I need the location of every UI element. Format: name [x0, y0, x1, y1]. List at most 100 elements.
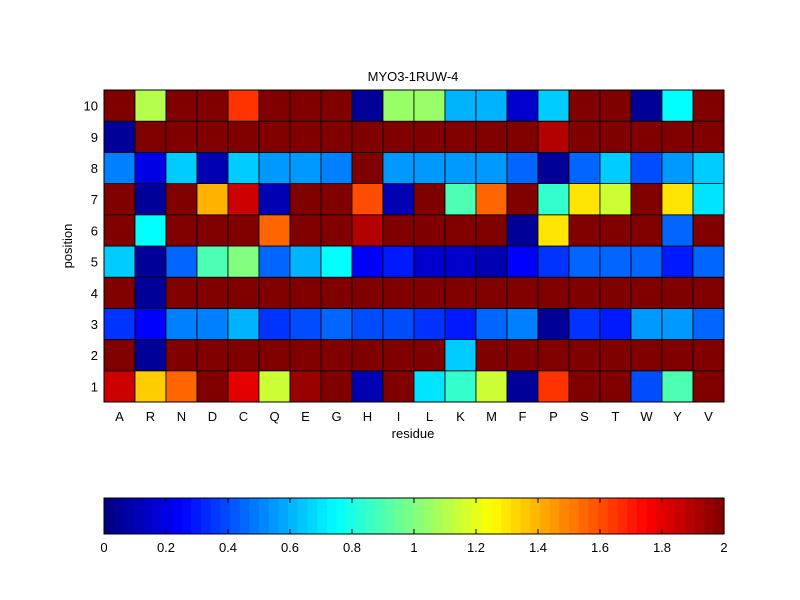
- heatmap-cell: [227, 183, 260, 216]
- x-tick-label: M: [486, 409, 497, 424]
- heatmap-cell: [227, 214, 260, 247]
- heatmap-cell: [351, 214, 384, 247]
- colorbar-strip: [627, 498, 638, 534]
- heatmap-cell: [320, 214, 353, 247]
- x-tick-label: G: [331, 409, 341, 424]
- heatmap-cell: [661, 307, 694, 340]
- colorbar-strip: [317, 498, 328, 534]
- heatmap-cell: [568, 339, 601, 372]
- heatmap-cell: [382, 151, 415, 184]
- heatmap-cell: [413, 370, 446, 403]
- heatmap-cell: [599, 276, 632, 309]
- heatmap-cell: [413, 245, 446, 278]
- heatmap-cell: [103, 276, 136, 309]
- heatmap-cell: [661, 89, 694, 122]
- heatmap-cell: [661, 339, 694, 372]
- colorbar-strip: [191, 498, 202, 534]
- heatmap-cell: [320, 276, 353, 309]
- heatmap-cell: [382, 120, 415, 153]
- heatmap-cell: [227, 339, 260, 372]
- heatmap-cell: [413, 120, 446, 153]
- colorbar-strip: [162, 498, 173, 534]
- heatmap-cell: [258, 307, 291, 340]
- heatmap-cell: [134, 307, 167, 340]
- heatmap-cell: [506, 339, 539, 372]
- heatmap-cell: [196, 120, 229, 153]
- colorbar-gradient: [104, 498, 725, 534]
- heatmap-cell: [413, 151, 446, 184]
- heatmap-cell: [475, 151, 508, 184]
- x-tick-label: K: [456, 409, 465, 424]
- colorbar-tick-label: 1.8: [653, 540, 671, 555]
- heatmap-cell: [320, 307, 353, 340]
- colorbar-strip: [346, 498, 357, 534]
- colorbar-strip: [462, 498, 473, 534]
- heatmap-cell: [227, 151, 260, 184]
- colorbar-strip: [530, 498, 541, 534]
- heatmap-cell: [599, 151, 632, 184]
- heatmap-cell: [413, 183, 446, 216]
- x-tick-label: Q: [269, 409, 279, 424]
- colorbar-strip: [259, 498, 270, 534]
- heatmap-cell: [165, 307, 198, 340]
- heatmap-cells: [103, 89, 725, 403]
- y-tick-label: 1: [91, 379, 98, 394]
- heatmap-cell: [413, 307, 446, 340]
- heatmap-cell: [506, 276, 539, 309]
- heatmap-cell: [165, 120, 198, 153]
- heatmap-cell: [103, 370, 136, 403]
- heatmap-cell: [630, 89, 663, 122]
- heatmap-cell: [661, 370, 694, 403]
- y-tick-label: 2: [91, 348, 98, 363]
- colorbar-strip: [656, 498, 667, 534]
- heatmap-cell: [475, 183, 508, 216]
- heatmap-cell: [289, 276, 322, 309]
- heatmap-cell: [475, 339, 508, 372]
- heatmap-cell: [506, 370, 539, 403]
- colorbar-strip: [452, 498, 464, 534]
- heatmap-cell: [320, 183, 353, 216]
- colorbar-tick-label: 0: [100, 540, 107, 555]
- heatmap-cell: [475, 245, 508, 278]
- heatmap-cell: [413, 214, 446, 247]
- heatmap-cell: [599, 339, 632, 372]
- heatmap-cell: [103, 151, 136, 184]
- heatmap-cell: [537, 183, 570, 216]
- heatmap-cell: [165, 245, 198, 278]
- colorbar-strip: [307, 498, 318, 534]
- heatmap-cell: [537, 89, 570, 122]
- heatmap-cell: [103, 339, 136, 372]
- colorbar-strip: [220, 498, 231, 534]
- heatmap-cell: [661, 214, 694, 247]
- x-tick-label: D: [208, 409, 217, 424]
- heatmap-cell: [103, 307, 136, 340]
- heatmap-cell: [258, 183, 291, 216]
- heatmap-cell: [537, 214, 570, 247]
- colorbar-strip: [685, 498, 696, 534]
- heatmap-cell: [661, 276, 694, 309]
- heatmap-cell: [506, 120, 539, 153]
- heatmap-cell: [444, 151, 477, 184]
- heatmap-cell: [692, 245, 725, 278]
- heatmap-cell: [103, 214, 136, 247]
- y-tick-label: 6: [91, 223, 98, 238]
- x-tick-label: W: [640, 409, 653, 424]
- colorbar-strip: [104, 498, 115, 534]
- colorbar-strip: [133, 498, 144, 534]
- x-tick-label: L: [426, 409, 433, 424]
- heatmap-cell: [289, 120, 322, 153]
- heatmap-cell: [351, 307, 384, 340]
- heatmap-cell: [692, 214, 725, 247]
- heatmap-cell: [196, 183, 229, 216]
- heatmap-cell: [475, 214, 508, 247]
- colorbar-strip: [365, 498, 376, 534]
- heatmap-cell: [165, 151, 198, 184]
- colorbar-strip: [404, 498, 415, 534]
- heatmap-cell: [382, 245, 415, 278]
- heatmap-cell: [475, 120, 508, 153]
- heatmap-cell: [630, 245, 663, 278]
- heatmap-cell: [196, 276, 229, 309]
- x-tick-label: P: [549, 409, 558, 424]
- heatmap-cell: [258, 276, 291, 309]
- colorbar-strip: [578, 498, 589, 534]
